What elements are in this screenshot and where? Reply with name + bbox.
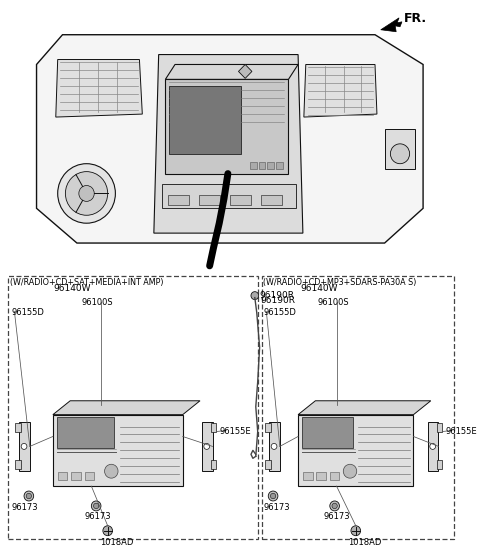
Bar <box>298 415 413 486</box>
Bar <box>15 423 21 431</box>
Bar <box>330 472 339 480</box>
Circle shape <box>204 443 210 449</box>
Text: 96140W: 96140W <box>53 284 90 293</box>
Bar <box>53 415 183 486</box>
Bar <box>199 196 220 206</box>
Circle shape <box>91 501 101 511</box>
Polygon shape <box>166 79 288 174</box>
Circle shape <box>58 164 115 223</box>
Circle shape <box>94 503 99 509</box>
Text: 96173: 96173 <box>12 503 38 512</box>
Polygon shape <box>239 65 252 78</box>
Bar <box>265 460 271 469</box>
Polygon shape <box>53 401 200 415</box>
Text: 1018AD: 1018AD <box>348 538 382 547</box>
Text: 96100S: 96100S <box>317 298 349 306</box>
Text: 1018AD: 1018AD <box>100 538 133 547</box>
Bar <box>428 421 438 471</box>
Bar <box>211 460 216 469</box>
Bar <box>211 423 216 431</box>
Polygon shape <box>298 401 431 415</box>
Circle shape <box>21 443 27 449</box>
Bar <box>262 276 454 539</box>
Polygon shape <box>304 65 377 117</box>
Circle shape <box>271 443 277 449</box>
Text: 96100S: 96100S <box>82 298 113 306</box>
Circle shape <box>390 144 409 164</box>
Circle shape <box>268 491 278 501</box>
Text: (W/RADIO+CD+SAT+MEDIA+INT AMP): (W/RADIO+CD+SAT+MEDIA+INT AMP) <box>10 278 163 287</box>
Text: 96173: 96173 <box>323 512 350 521</box>
Circle shape <box>251 292 259 300</box>
Bar <box>265 423 271 431</box>
Bar <box>8 276 258 539</box>
Bar <box>84 472 94 480</box>
Bar <box>276 162 283 169</box>
Circle shape <box>65 172 108 215</box>
Circle shape <box>270 493 276 499</box>
Bar <box>436 423 442 431</box>
Circle shape <box>103 526 112 536</box>
Bar <box>230 196 251 206</box>
Bar <box>168 196 190 206</box>
Text: 96155E: 96155E <box>219 426 251 436</box>
Text: 96155E: 96155E <box>445 426 477 436</box>
Bar <box>15 460 21 469</box>
Text: 96173: 96173 <box>84 512 111 521</box>
Bar <box>261 196 282 206</box>
Bar <box>57 417 114 448</box>
Bar <box>267 162 274 169</box>
Circle shape <box>430 443 435 449</box>
Text: 96190R: 96190R <box>261 295 296 305</box>
Circle shape <box>332 503 337 509</box>
Text: 96190R: 96190R <box>260 290 295 300</box>
Circle shape <box>105 464 118 478</box>
Bar <box>269 421 280 471</box>
Circle shape <box>351 526 360 536</box>
Bar <box>202 421 213 471</box>
Bar <box>162 184 296 208</box>
Polygon shape <box>154 55 303 233</box>
Bar <box>436 460 442 469</box>
Circle shape <box>330 501 339 511</box>
Bar <box>19 421 30 471</box>
Bar <box>259 162 265 169</box>
Text: 96155D: 96155D <box>264 307 296 317</box>
Polygon shape <box>36 35 423 243</box>
Circle shape <box>26 493 32 499</box>
Bar <box>58 472 67 480</box>
Polygon shape <box>166 65 298 79</box>
Circle shape <box>24 491 34 501</box>
Polygon shape <box>381 18 402 32</box>
Text: (W/RADIO+CD+MP3+SDARS-PA30A S): (W/RADIO+CD+MP3+SDARS-PA30A S) <box>264 278 417 287</box>
Text: 96140W: 96140W <box>300 284 337 293</box>
Bar <box>303 472 312 480</box>
Circle shape <box>343 464 357 478</box>
Circle shape <box>79 186 94 201</box>
Bar <box>384 129 415 169</box>
Polygon shape <box>56 60 142 117</box>
Bar <box>250 162 257 169</box>
Bar <box>316 472 326 480</box>
Bar <box>71 472 81 480</box>
Text: FR.: FR. <box>404 12 427 25</box>
Bar <box>302 417 353 448</box>
Text: 96155D: 96155D <box>12 307 45 317</box>
Text: 96173: 96173 <box>264 503 290 512</box>
Bar <box>169 86 241 154</box>
